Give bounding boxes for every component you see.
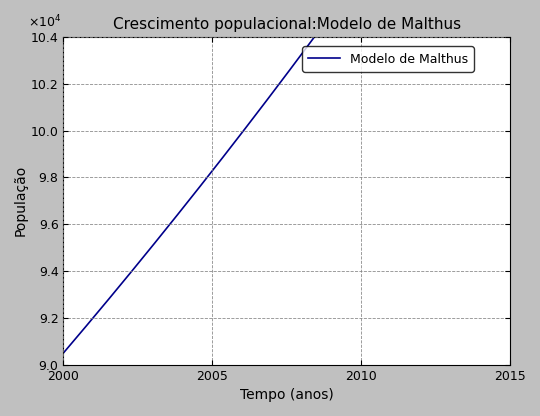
Modelo de Malthus (241, 127, 247, 132)
X-axis label: Tempo (anos): Tempo (anos) (240, 388, 334, 402)
Modelo de Malthus (257, 106, 264, 111)
Modelo de Malthus (106, 296, 112, 301)
Y-axis label: População: População (14, 165, 28, 236)
Legend: Modelo de Malthus: Modelo de Malthus (302, 47, 474, 72)
Modelo de Malthus (60, 351, 66, 356)
Title: Crescimento populacional:Modelo de Malthus: Crescimento populacional:Modelo de Malth… (113, 17, 461, 32)
Line: Modelo de Malthus: Modelo de Malthus (63, 0, 510, 353)
Text: $\times 10^4$: $\times 10^4$ (28, 14, 61, 30)
